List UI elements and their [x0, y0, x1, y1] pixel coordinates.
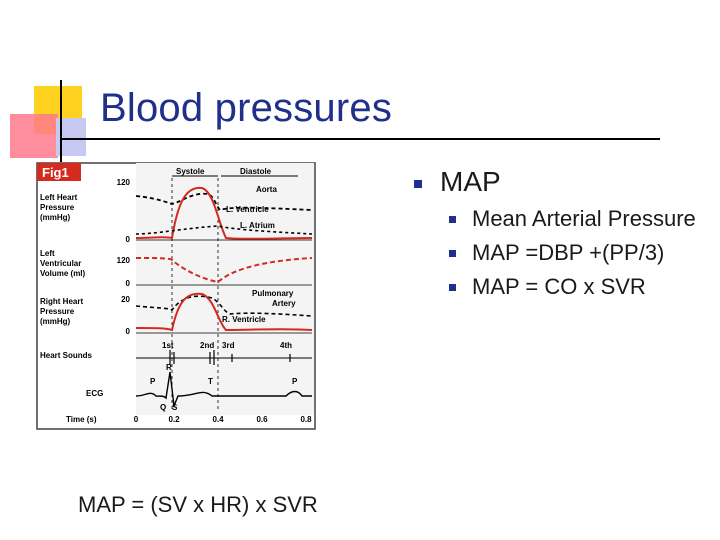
deco-vertical-line — [60, 80, 62, 162]
curve-label: Aorta — [256, 185, 277, 194]
row-label: Left Heart — [40, 193, 78, 202]
sound-label: 1st — [162, 341, 174, 350]
curve-label: L. Ventricle — [226, 205, 269, 214]
sub-bullet-item: MAP = CO x SVR — [446, 273, 706, 301]
sound-label: 4th — [280, 341, 292, 350]
tick-label: 0 — [126, 235, 131, 244]
row-label: Time (s) — [66, 415, 97, 424]
row-label: (mmHg) — [40, 213, 71, 222]
row-label: ECG — [86, 389, 103, 398]
square-bullet-icon — [449, 250, 456, 257]
sub-bullet-text: Mean Arterial Pressure — [472, 206, 696, 231]
tick-label: 120 — [117, 178, 131, 187]
ecg-label: Q — [160, 403, 166, 412]
ecg-label: R — [166, 363, 172, 372]
phase-label: Systole — [176, 167, 205, 176]
time-tick: 0 — [134, 415, 139, 424]
sub-bullet-list: Mean Arterial Pressure MAP =DBP +(PP/3) … — [446, 205, 706, 307]
ecg-label: P — [150, 377, 156, 386]
pressure-cycle-figure: Fig1 Systole Diastole Left Heart Pressur… — [36, 162, 316, 430]
curve-label: Pulmonary — [252, 289, 294, 298]
ecg-label: T — [208, 377, 213, 386]
map-formula: MAP = (SV x HR) x SVR — [78, 492, 318, 517]
ecg-label: P — [292, 377, 298, 386]
row-label: Ventricular — [40, 259, 81, 268]
curve-label: L. Atrium — [240, 221, 275, 230]
fig-label: Fig1 — [42, 165, 69, 180]
tick-label: 20 — [121, 295, 130, 304]
deco-square-pink — [10, 114, 58, 158]
row-label: Volume (ml) — [40, 269, 86, 278]
ecg-label: S — [172, 403, 178, 412]
sub-bullet-text: MAP = CO x SVR — [472, 274, 646, 299]
row-label: (mmHg) — [40, 317, 71, 326]
row-label: Pressure — [40, 307, 75, 316]
curve-label: R. Ventricle — [222, 315, 266, 324]
time-tick: 0.4 — [212, 415, 224, 424]
square-bullet-icon — [449, 216, 456, 223]
bullet-list: MAP — [414, 166, 501, 198]
square-bullet-icon — [414, 179, 422, 188]
sound-label: 2nd — [200, 341, 214, 350]
time-tick: 0.8 — [300, 415, 312, 424]
curve-label: Artery — [272, 299, 296, 308]
time-tick: 0.2 — [168, 415, 180, 424]
row-label: Pressure — [40, 203, 75, 212]
tick-label: 0 — [126, 327, 131, 336]
row-label: Left — [40, 249, 55, 258]
tick-label: 120 — [117, 256, 131, 265]
sound-label: 3rd — [222, 341, 235, 350]
row-label: Right Heart — [40, 297, 83, 306]
slide-title: Blood pressures — [100, 86, 393, 130]
bullet-item: MAP — [414, 166, 501, 198]
phase-label: Diastole — [240, 167, 272, 176]
row-label: Heart Sounds — [40, 351, 93, 360]
tick-label: 0 — [126, 279, 131, 288]
bullet-text: MAP — [440, 166, 501, 197]
title-rule — [62, 138, 660, 140]
sub-bullet-item: MAP =DBP +(PP/3) — [446, 239, 706, 267]
time-tick: 0.6 — [256, 415, 268, 424]
fig-label-tag — [37, 163, 81, 181]
sub-bullet-item: Mean Arterial Pressure — [446, 205, 706, 233]
square-bullet-icon — [449, 284, 456, 291]
sub-bullet-text: MAP =DBP +(PP/3) — [472, 240, 665, 265]
